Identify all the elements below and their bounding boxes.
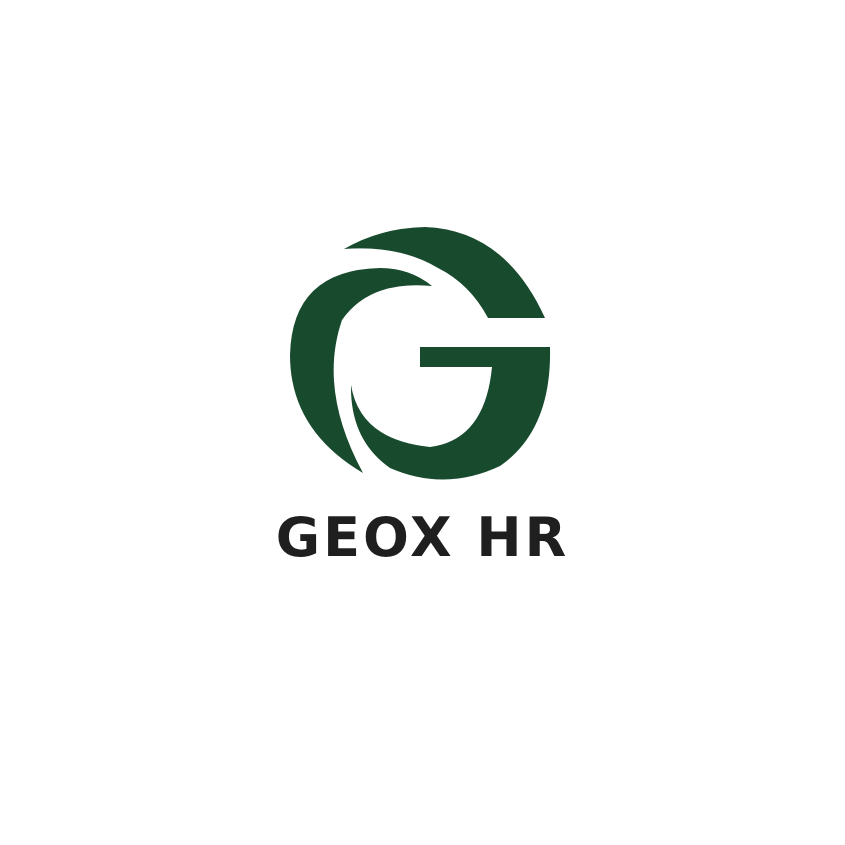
brand-wordmark: GEOX HR	[275, 506, 570, 569]
g-top-swoosh	[344, 227, 545, 318]
g-bowl-crossbar	[350, 347, 551, 480]
g-left-crescent	[290, 268, 432, 473]
